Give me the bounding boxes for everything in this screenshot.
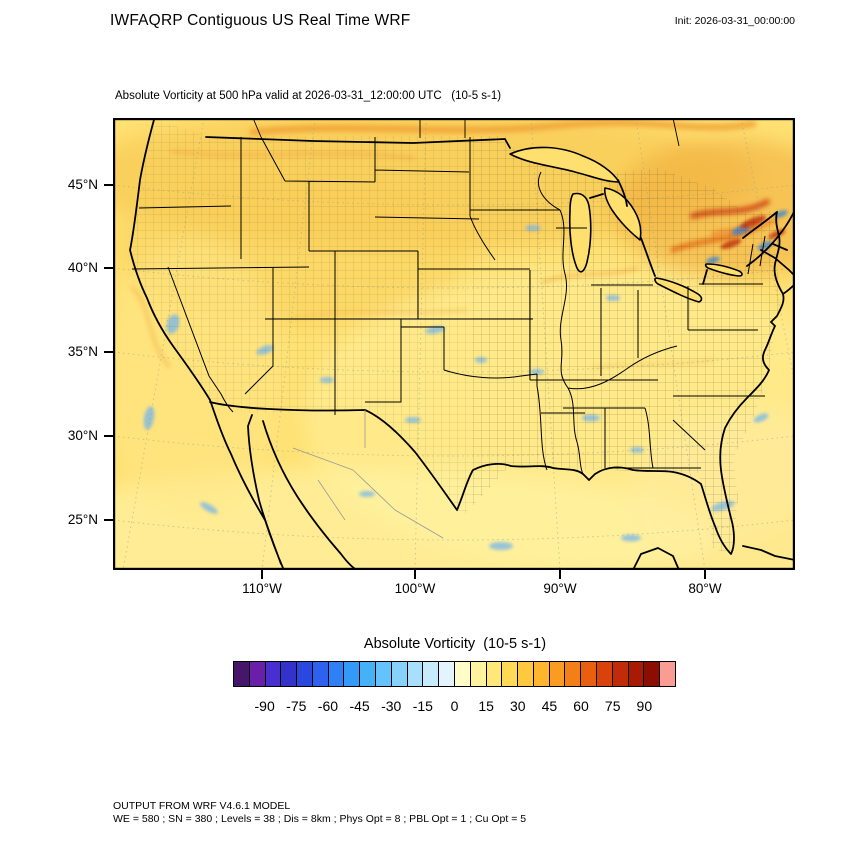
colorbar-segment	[470, 662, 487, 686]
colorbar-segment	[660, 662, 675, 686]
colorbar-segment	[328, 662, 345, 686]
page-title: IWFAQRP Contiguous US Real Time WRF	[110, 12, 411, 29]
colorbar-tick-label: 75	[604, 698, 621, 714]
colorbar-tick-label: -15	[412, 698, 433, 714]
y-axis-tick	[104, 184, 113, 186]
colorbar-tick-label: -30	[381, 698, 402, 714]
colorbar-segment	[423, 662, 440, 686]
colorbar-tick-label: -90	[254, 698, 275, 714]
colorbar-segment	[628, 662, 645, 686]
colorbar-tick-labels: -90 -75 -60 -45 -30 -15 0 15 30 45 60 75 90	[233, 698, 676, 716]
colorbar-segment	[644, 662, 661, 686]
map-subtitle: Absolute Vorticity at 500 hPa valid at 2…	[115, 90, 502, 102]
footer-model-line: OUTPUT FROM WRF V4.6.1 MODEL	[113, 800, 291, 812]
colorbar-segment	[439, 662, 455, 686]
colorbar-segment	[344, 662, 361, 686]
colorbar-segment	[376, 662, 392, 686]
colorbar-tick-label: 90	[636, 698, 653, 714]
mexico-borders	[292, 410, 444, 539]
y-axis-tick	[104, 435, 113, 437]
colorbar-segment	[502, 662, 519, 686]
y-axis-tick	[104, 351, 113, 353]
footer-config-line: WE = 580 ; SN = 380 ; Levels = 38 ; Dis …	[113, 813, 527, 825]
map-frame	[113, 118, 795, 570]
colorbar-segment	[518, 662, 534, 686]
colorbar-tick-label: 60	[573, 698, 589, 714]
canada-borders	[252, 118, 680, 147]
colorbar-title: Absolute Vorticity (10-5 s-1)	[363, 636, 547, 652]
colorbar-tick-label: -75	[286, 698, 307, 714]
y-axis-tick	[104, 519, 113, 521]
colorbar-segment	[249, 662, 266, 686]
coastline	[129, 118, 795, 570]
x-axis-label: 90°W	[543, 581, 577, 596]
colorbar-segment	[297, 662, 313, 686]
y-axis-label: 45°N	[67, 177, 98, 192]
colorbar-tick-label: 15	[478, 698, 494, 714]
colorbar-segment	[454, 662, 471, 686]
init-time-label: Init: 2026-03-31_00:00:00	[674, 15, 795, 27]
colorbar-segment	[281, 662, 298, 686]
colorbar-segment	[312, 662, 329, 686]
y-axis-label: 30°N	[67, 428, 98, 443]
x-axis-tick	[414, 570, 416, 579]
vorticity-map	[113, 118, 795, 570]
colorbar-segment	[533, 662, 550, 686]
colorbar-segment	[549, 662, 566, 686]
y-axis-label: 25°N	[67, 512, 98, 527]
x-axis-label: 110°W	[242, 581, 282, 596]
colorbar-segment	[596, 662, 613, 686]
x-axis-tick	[261, 570, 263, 579]
x-axis-label: 100°W	[394, 581, 436, 596]
colorbar-tick-label: 0	[450, 698, 459, 714]
x-axis-label: 80°W	[688, 581, 722, 596]
x-axis-tick	[559, 570, 561, 579]
colorbar-segment	[581, 662, 597, 686]
state-borders	[131, 136, 766, 475]
map-figure	[113, 118, 795, 570]
great-lakes	[509, 146, 743, 303]
y-axis-tick	[104, 267, 113, 269]
colorbar-segment	[565, 662, 582, 686]
colorbar-segment	[407, 662, 424, 686]
x-axis-tick	[704, 570, 706, 579]
colorbar-segment	[391, 662, 408, 686]
colorbar-segment	[612, 662, 629, 686]
colorbar-segment	[360, 662, 377, 686]
colorbar-segments	[233, 661, 676, 687]
colorbar-segment	[265, 662, 282, 686]
y-axis-label: 40°N	[67, 260, 98, 275]
colorbar-segment	[486, 662, 503, 686]
y-axis-label: 35°N	[67, 344, 98, 359]
colorbar-segment	[234, 662, 250, 686]
colorbar-tick-label: 30	[509, 698, 526, 714]
colorbar-tick-label: -45	[349, 698, 370, 714]
colorbar-tick-label: -60	[317, 698, 339, 714]
colorbar-tick-label: 45	[541, 698, 558, 714]
